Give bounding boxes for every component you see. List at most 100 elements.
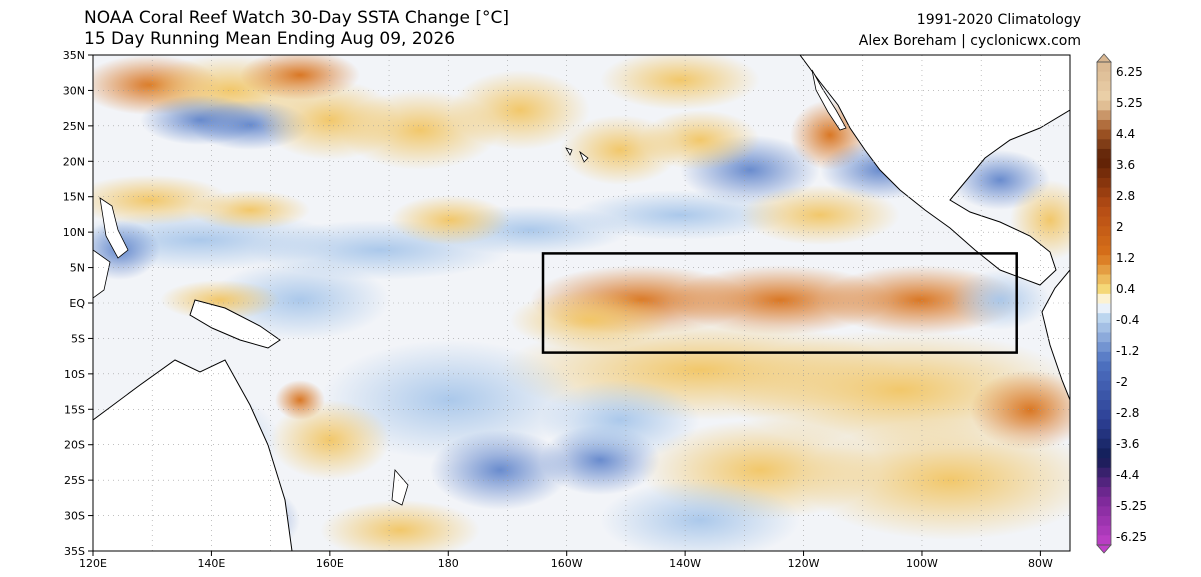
colorbar-segment <box>1097 264 1111 276</box>
colorbar-label: -4.4 <box>1116 468 1139 482</box>
colorbar-frame <box>1096 61 1112 546</box>
colorbar-label: 0.4 <box>1116 282 1135 296</box>
colorbar-segment <box>1097 448 1111 459</box>
colorbar-top-arrow <box>1096 53 1112 63</box>
colorbar-bottom-arrow <box>1096 544 1112 554</box>
colorbar-segment <box>1097 458 1111 469</box>
lon-label: 160W <box>551 557 583 570</box>
colorbar-segment <box>1097 429 1111 440</box>
colorbar-segment <box>1097 409 1111 420</box>
land-borneo <box>93 249 111 299</box>
lon-label: 140W <box>669 557 701 570</box>
colorbar-segment <box>1097 255 1111 266</box>
colorbar-label: 4.4 <box>1116 127 1135 141</box>
colorbar-segment <box>1097 168 1111 179</box>
colorbar-segment <box>1097 177 1111 189</box>
colorbar-segment <box>1097 100 1111 111</box>
colorbar-label: 6.25 <box>1116 65 1143 79</box>
colorbar-label: -5.25 <box>1116 499 1147 513</box>
land-masses <box>93 55 1070 551</box>
lon-label: 160E <box>316 557 344 570</box>
colorbar-segment <box>1097 284 1111 295</box>
colorbar-label: 5.25 <box>1116 96 1143 110</box>
map-subtitle: 15 Day Running Mean Ending Aug 09, 2026 <box>84 29 456 49</box>
lon-label: 80W <box>1028 557 1053 570</box>
land-baja <box>811 69 847 131</box>
colorbar-label: 2.8 <box>1116 189 1135 203</box>
colorbar-label: -1.2 <box>1116 344 1139 358</box>
colorbar-segment <box>1097 477 1111 488</box>
colorbar-label: -0.4 <box>1116 313 1139 327</box>
title-block: NOAA Coral Reef Watch 30-Day SSTA Change… <box>84 8 509 50</box>
colorbar-segment <box>1097 419 1111 430</box>
colorbar-segment <box>1097 226 1111 237</box>
colorbar-label: -6.25 <box>1116 530 1147 544</box>
colorbar-segment <box>1097 158 1111 169</box>
colorbar-segment <box>1097 90 1111 102</box>
lat-label: 10S <box>64 368 85 381</box>
lon-label: 140E <box>197 557 225 570</box>
colorbar-label: -3.6 <box>1116 437 1139 451</box>
colorbar-segment <box>1097 487 1111 498</box>
map-title: NOAA Coral Reef Watch 30-Day SSTA Change… <box>84 8 509 28</box>
author-credit: Alex Boreham | cyclonicwx.com <box>858 33 1081 49</box>
lat-label: 15S <box>64 403 85 416</box>
colorbar-label: 2 <box>1116 220 1124 234</box>
anomaly-field <box>93 55 1070 551</box>
colorbar-segment <box>1097 506 1111 517</box>
colorbar-segment <box>1097 148 1111 160</box>
colorbar-segment <box>1097 119 1111 131</box>
lat-label: 20S <box>64 439 85 452</box>
lat-label: 30S <box>64 510 85 523</box>
colorbar-segment <box>1097 245 1111 256</box>
colorbar-label: 1.2 <box>1116 251 1135 265</box>
nino-region-box <box>541 252 1018 354</box>
lon-label: 100W <box>906 557 938 570</box>
colorbar-segment <box>1097 187 1111 198</box>
longitude-labels: 120E 140E 160E 180 160W 140W 120W 100W 80W <box>79 551 1053 570</box>
colorbar-segment <box>1097 71 1111 82</box>
colorbar-segment <box>1097 139 1111 150</box>
colorbar-segment <box>1097 313 1111 324</box>
colorbar-segment <box>1097 390 1111 401</box>
colorbar-segment <box>1097 361 1111 372</box>
colorbar-segment <box>1097 110 1111 121</box>
land-new-guinea <box>189 299 281 349</box>
credit-block: 1991-2020 Climatology Alex Boreham | cyc… <box>859 10 1081 52</box>
colorbar-segment <box>1097 206 1111 218</box>
lat-label: 35N <box>63 49 85 62</box>
colorbar-segment <box>1097 332 1111 343</box>
colorbar-label: 3.6 <box>1116 158 1135 172</box>
colorbar-segment <box>1097 129 1111 140</box>
latitude-labels: 35N 30N 25N 20N 15N 10N 5N EQ 5S 10S 15S 20S 25S 30S 3… <box>63 49 93 558</box>
colorbar-segment <box>1097 371 1111 382</box>
lat-label: 30N <box>63 84 85 97</box>
land-philippines <box>99 197 129 259</box>
colorbar-segment <box>1097 216 1111 227</box>
lat-label: 5S <box>71 332 85 345</box>
colorbar-segment <box>1097 525 1111 536</box>
colorbar-segment <box>1097 274 1111 285</box>
lat-label: 25S <box>64 474 85 487</box>
colorbar-segment <box>1097 197 1111 208</box>
colorbar-segment <box>1097 535 1111 546</box>
lon-label: 120E <box>79 557 107 570</box>
colorbar-segment <box>1097 81 1111 92</box>
lat-label: 5N <box>70 262 85 275</box>
lat-label: 15N <box>63 191 85 204</box>
lat-label: 20N <box>63 155 85 168</box>
land-south-america <box>1041 269 1070 401</box>
colorbar-segment <box>1097 342 1111 353</box>
colorbar-labels: 6.25 5.25 4.4 3.6 2.8 2 1.2 0.4 -0.4 -1.2 -2 -2.8 -3… <box>1116 65 1147 544</box>
lon-label: 120W <box>788 557 820 570</box>
climatology-label: 1991-2020 Climatology <box>916 12 1081 28</box>
lat-label: 10N <box>63 226 85 239</box>
lat-label: EQ <box>69 297 85 310</box>
lat-label: 25N <box>63 120 85 133</box>
land-australia <box>93 359 293 551</box>
colorbar-label: -2 <box>1116 375 1128 389</box>
colorbar-segment <box>1097 400 1111 411</box>
land-north-america <box>799 55 1070 286</box>
colorbar-segment <box>1097 293 1111 304</box>
